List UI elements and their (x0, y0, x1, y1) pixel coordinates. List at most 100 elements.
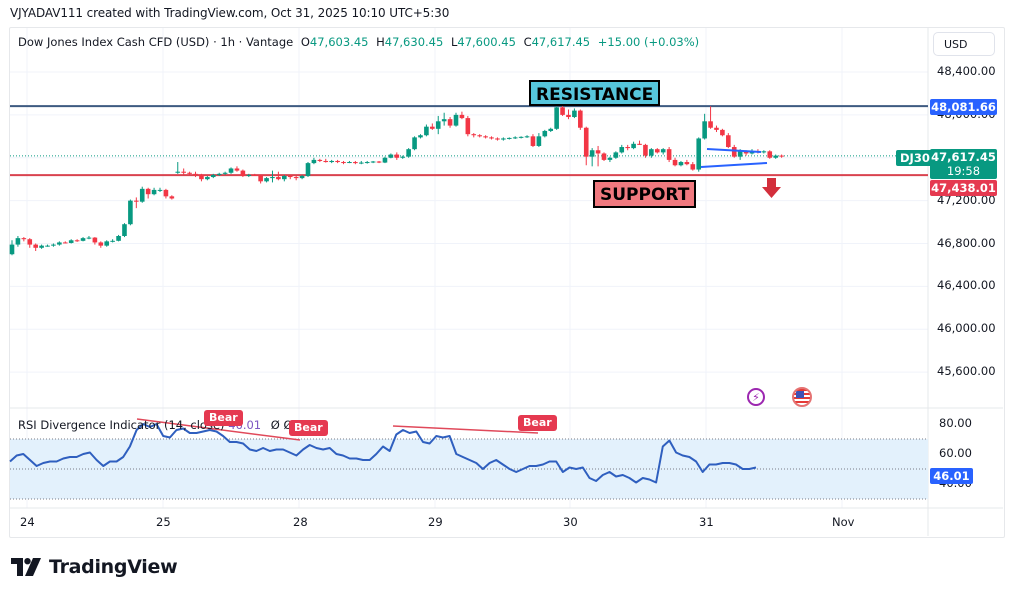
candle-body (9, 244, 15, 255)
bar-countdown: 19:58 (946, 164, 981, 178)
support-annotation[interactable]: SUPPORT (593, 180, 697, 208)
close-label: C (523, 35, 532, 49)
candle-body (27, 239, 33, 245)
symbol-description[interactable]: Dow Jones Index Cash CFD (USD) · 1h · Va… (18, 35, 294, 49)
current-price: 47,617.45 (931, 150, 996, 164)
candle-body (506, 137, 512, 139)
candle-body (666, 149, 672, 160)
candle-body (139, 188, 145, 202)
candle-body (696, 138, 702, 170)
candle-body (773, 155, 778, 158)
candle-body (779, 155, 784, 157)
resistance-annotation[interactable]: RESISTANCE (529, 80, 661, 106)
triangle-upper-line (706, 148, 762, 153)
candle-body (299, 175, 305, 179)
candle-body (317, 159, 323, 161)
candle-body (406, 149, 411, 157)
candle-body (447, 119, 453, 126)
time-axis-label: Nov (832, 515, 855, 529)
rsi-indicator-title: RSI Divergence Indicator (14, close) 46.… (18, 418, 318, 432)
candle-body (323, 160, 329, 163)
close-value: 47,617.45 (531, 35, 591, 49)
candle-body (293, 177, 299, 179)
rsi-line (9, 423, 757, 484)
rsi-title-text[interactable]: RSI Divergence Indicator (14, close) (18, 418, 225, 432)
time-axis-label: 31 (699, 515, 714, 529)
candle-body (305, 163, 311, 176)
symbol-tag: DJ30 (896, 150, 934, 166)
candle-body (122, 224, 127, 237)
candle-body (45, 245, 50, 247)
candle-body (560, 107, 565, 115)
open-value: 47,603.45 (309, 35, 369, 49)
candle-body (15, 238, 21, 245)
ohlc-legend: Dow Jones Index Cash CFD (USD) · 1h · Va… (18, 35, 699, 49)
candle-body (68, 240, 74, 243)
candle-body (477, 135, 482, 137)
candle-body (737, 151, 743, 157)
candle-body (181, 171, 186, 173)
candle-body (98, 242, 104, 246)
candle-body (501, 138, 506, 140)
candle-body (311, 159, 317, 164)
candle-body (187, 172, 192, 174)
candle-body (672, 159, 678, 166)
time-axis-label: 24 (20, 515, 35, 529)
candle-body (341, 162, 346, 164)
candle-body (743, 151, 749, 154)
candle-body (74, 240, 80, 242)
candle-body (329, 160, 334, 163)
candle-body (726, 135, 731, 148)
candle-body (240, 170, 246, 176)
candle-body (33, 244, 38, 248)
candle-body (607, 157, 613, 160)
chart-frame (9, 27, 1005, 538)
price-axis-label: 48,400.00 (937, 64, 996, 78)
candle-body (542, 130, 548, 137)
candle-body (376, 161, 382, 163)
candle-body (110, 240, 115, 242)
candle-body (678, 162, 684, 166)
candle-body (554, 107, 559, 129)
candle-body (518, 136, 524, 138)
candle-body (394, 154, 400, 158)
candle-body (601, 153, 607, 160)
triangle-lower-line (700, 162, 768, 168)
candle-body (92, 237, 98, 243)
change-value: +15.00 (+0.03%) (597, 35, 700, 49)
bear-divergence-badge: Bear (289, 420, 328, 436)
time-axis-label: 25 (156, 515, 171, 529)
candle-body (252, 174, 258, 176)
currency-button[interactable]: USD (933, 32, 995, 56)
candle-body (530, 136, 536, 146)
candle-body (335, 160, 340, 163)
candle-body (631, 143, 636, 149)
candle-body (654, 149, 660, 153)
candle-body (234, 168, 240, 171)
candle-body (199, 174, 204, 180)
candle-body (690, 164, 696, 170)
candle-body (210, 174, 216, 178)
candle-body (216, 173, 222, 175)
flag-canton (796, 391, 804, 398)
tradingview-logo[interactable]: TradingView (11, 556, 178, 578)
price-axis-label: 46,000.00 (937, 321, 996, 336)
candle-body (246, 174, 252, 176)
bear-divergence-line (392, 425, 539, 434)
candle-body (637, 143, 642, 145)
price-axis-label: 47,200.00 (937, 192, 996, 207)
candle-body (169, 196, 175, 199)
candle-body (358, 162, 364, 164)
bear-divergence-line (136, 418, 301, 441)
lightning-icon[interactable]: ⚡ (747, 388, 765, 406)
us-flag-icon[interactable] (792, 387, 812, 407)
candle-body (205, 177, 210, 180)
candle-body (613, 152, 619, 158)
candle-body (453, 114, 459, 126)
chart-credit: VJYADAV111 created with TradingView.com,… (10, 6, 450, 20)
candle-body (116, 236, 121, 241)
rsi-axis-label: 80.00 (939, 416, 972, 430)
candle-body (134, 200, 139, 202)
bear-divergence-badge: Bear (204, 410, 243, 426)
